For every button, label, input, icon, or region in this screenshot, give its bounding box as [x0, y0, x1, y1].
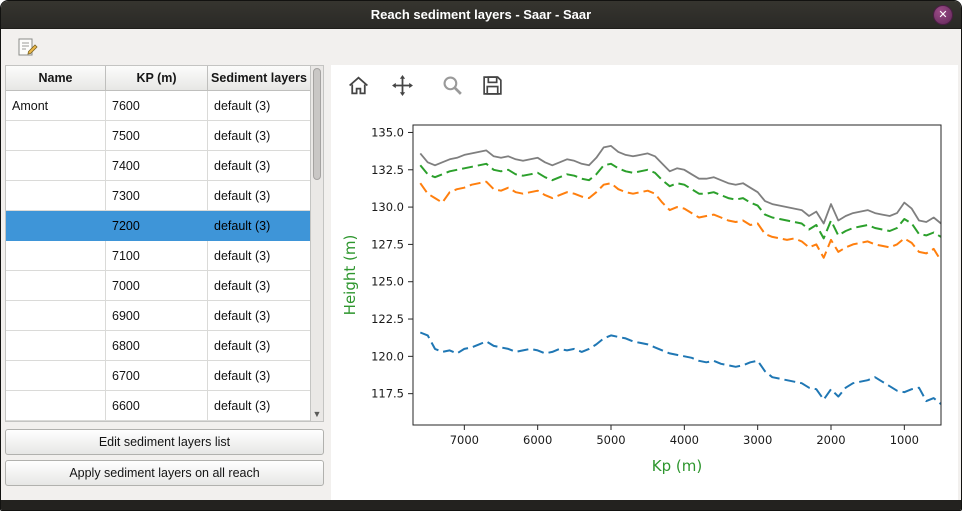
series-layer-top-gray	[419, 145, 942, 225]
table-cell-name[interactable]	[6, 181, 106, 211]
column-header-name[interactable]: Name	[6, 66, 106, 91]
table-cell-layers[interactable]: default (3)	[208, 361, 311, 391]
pan-button[interactable]	[387, 70, 417, 100]
table-scrollbar[interactable]: ▼	[310, 66, 323, 421]
table-cell-name[interactable]	[6, 211, 106, 241]
table-cell-layers[interactable]: default (3)	[208, 301, 311, 331]
y-tick-label: 120.0	[371, 349, 404, 363]
home-button[interactable]	[343, 70, 373, 100]
apply-layers-button[interactable]: Apply sediment layers on all reach	[5, 460, 324, 486]
zoom-icon	[443, 76, 462, 95]
x-tick-label: 2000	[816, 433, 845, 447]
x-tick-label: 4000	[670, 433, 699, 447]
x-tick-label: 7000	[450, 433, 479, 447]
y-tick-label: 125.0	[371, 275, 404, 289]
y-tick-label: 117.5	[371, 387, 404, 401]
table-cell-name[interactable]	[6, 121, 106, 151]
table-header-row: Name KP (m) Sediment layers	[6, 66, 311, 91]
table-cell-layers[interactable]: default (3)	[208, 391, 311, 421]
x-tick-label: 5000	[596, 433, 625, 447]
x-axis-label: Kp (m)	[652, 457, 702, 475]
x-tick-label: 3000	[743, 433, 772, 447]
edit-layers-button[interactable]: Edit sediment layers list	[5, 429, 324, 455]
y-tick-label: 122.5	[371, 312, 404, 326]
table-cell-name[interactable]: Amont	[6, 91, 106, 121]
plot-toolbar	[331, 65, 958, 105]
table-cell-name[interactable]	[6, 151, 106, 181]
table-cell-kp[interactable]: 7000	[106, 271, 208, 301]
home-icon	[348, 75, 368, 94]
table-row[interactable]: 7400 default (3)	[6, 151, 311, 181]
table-cell-name[interactable]	[6, 331, 106, 361]
table-cell-kp[interactable]: 7500	[106, 121, 208, 151]
table-cell-layers[interactable]: default (3)	[208, 121, 311, 151]
table-cell-kp[interactable]: 7300	[106, 181, 208, 211]
plot-canvas[interactable]: 7000 6000 5000 4000 3000 2000 1000 135.0 132.5 13…	[337, 109, 953, 497]
plot-background	[413, 125, 941, 425]
plot-panel: 7000 6000 5000 4000 3000 2000 1000 135.0 132.5 13…	[331, 65, 958, 502]
table-cell-name[interactable]	[6, 361, 106, 391]
edit-sediment-button[interactable]	[13, 33, 41, 61]
y-tick-label: 135.0	[371, 125, 404, 139]
table-cell-kp[interactable]: 7200	[106, 211, 208, 241]
table-cell-layers[interactable]: default (3)	[208, 91, 311, 121]
x-tick-label: 6000	[523, 433, 552, 447]
table-cell-layers[interactable]: default (3)	[208, 241, 311, 271]
table-cell-layers[interactable]: default (3)	[208, 331, 311, 361]
table-row[interactable]: 7200 default (3)	[6, 211, 311, 241]
plot-frame	[412, 124, 942, 426]
table-cell-layers[interactable]: default (3)	[208, 151, 311, 181]
close-button[interactable]: ✕	[933, 5, 953, 25]
pan-icon	[391, 74, 413, 96]
table-row[interactable]: Amont 7600 default (3)	[6, 91, 311, 121]
y-tick-label: 130.0	[371, 200, 404, 214]
edit-icon	[18, 38, 38, 56]
table-cell-kp[interactable]: 7600	[106, 91, 208, 121]
table-cell-layers[interactable]: default (3)	[208, 181, 311, 211]
sediment-table: Name KP (m) Sediment layers Amont 7600 defau…	[5, 65, 324, 422]
window-bottom-edge	[1, 500, 961, 510]
y-tick-label: 132.5	[371, 163, 404, 177]
zoom-button[interactable]	[437, 70, 467, 100]
table-cell-name[interactable]	[6, 301, 106, 331]
table-cell-layers[interactable]: default (3)	[208, 211, 311, 241]
y-axis-label: Height (m)	[341, 235, 359, 316]
table-row[interactable]: 6600 default (3)	[6, 391, 311, 421]
table-body: Amont 7600 default (3) 7500 default (3) 7400 d…	[6, 91, 311, 421]
scrollbar-thumb[interactable]	[313, 68, 321, 180]
save-icon	[482, 75, 502, 95]
table-cell-kp[interactable]: 7100	[106, 241, 208, 271]
table-row[interactable]: 6700 default (3)	[6, 361, 311, 391]
table-row[interactable]: 6800 default (3)	[6, 331, 311, 361]
table-cell-kp[interactable]: 7400	[106, 151, 208, 181]
series-layer-bottom-blue	[419, 331, 942, 405]
table-cell-layers[interactable]: default (3)	[208, 271, 311, 301]
table-row[interactable]: 7300 default (3)	[6, 181, 311, 211]
x-tick-label: 1000	[890, 433, 919, 447]
table-cell-name[interactable]	[6, 391, 106, 421]
table-cell-kp[interactable]: 6800	[106, 331, 208, 361]
table-row[interactable]: 7000 default (3)	[6, 271, 311, 301]
table-row[interactable]: 7500 default (3)	[6, 121, 311, 151]
app-toolbar	[1, 30, 961, 64]
table-cell-kp[interactable]: 6600	[106, 391, 208, 421]
table-cell-kp[interactable]: 6700	[106, 361, 208, 391]
column-header-layers[interactable]: Sediment layers	[208, 66, 311, 91]
table-row[interactable]: 6900 default (3)	[6, 301, 311, 331]
close-icon: ✕	[938, 8, 948, 21]
chart-area[interactable]: 7000 6000 5000 4000 3000 2000 1000 135.0 132.5 13…	[337, 109, 953, 502]
table-row[interactable]: 7100 default (3)	[6, 241, 311, 271]
series-layer-2-green	[419, 162, 942, 240]
scroll-down-arrow[interactable]: ▼	[312, 408, 322, 419]
save-button[interactable]	[477, 70, 507, 100]
y-tick-label: 127.5	[371, 237, 404, 251]
window-title: Reach sediment layers - Saar - Saar	[370, 7, 592, 22]
table-cell-name[interactable]	[6, 241, 106, 271]
table-cell-name[interactable]	[6, 271, 106, 301]
table-cell-kp[interactable]: 6900	[106, 301, 208, 331]
title-bar[interactable]: Reach sediment layers - Saar - Saar ✕	[1, 1, 961, 29]
column-header-kp[interactable]: KP (m)	[106, 66, 208, 91]
series-layer-3-orange	[419, 180, 942, 262]
